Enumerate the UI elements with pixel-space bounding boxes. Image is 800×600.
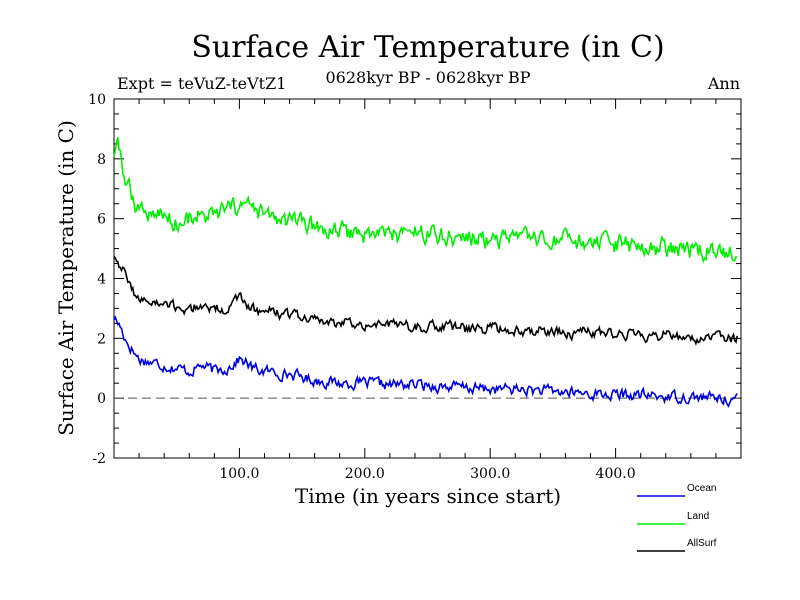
series-line-land xyxy=(113,137,738,264)
x-axis-label: Time (in years since start) xyxy=(295,484,561,508)
x-tick-label: 300.0 xyxy=(470,466,510,482)
period-label: 0628kyr BP - 0628kyr BP xyxy=(326,68,531,87)
series-line-allsurf xyxy=(113,255,738,346)
legend-label-allsurf: AllSurf xyxy=(687,538,717,549)
experiment-label: Expt = teVuZ-teVtZ1 xyxy=(117,74,286,93)
y-tick-label: 10 xyxy=(88,92,106,108)
plot-area: -2 0 2 4 6 8 10 100.0 200.0 300.0 400.0 xyxy=(88,92,742,482)
y-axis-label: Surface Air Temperature (in C) xyxy=(54,120,78,436)
y-tick-label: 0 xyxy=(97,391,106,407)
x-tick-label: 200.0 xyxy=(345,466,385,482)
plot-frame xyxy=(113,98,742,459)
y-tick-label: 6 xyxy=(97,212,106,228)
x-tick-label: 400.0 xyxy=(596,466,636,482)
x-tick-label: 100.0 xyxy=(219,466,259,482)
legend-label-ocean: Ocean xyxy=(687,483,716,494)
y-tick-label: 2 xyxy=(97,331,106,347)
y-tick-label: 4 xyxy=(97,272,106,288)
y-tick-label: -2 xyxy=(92,451,106,467)
legend-label-land: Land xyxy=(687,511,709,522)
season-label: Ann xyxy=(707,74,740,93)
series-line-ocean xyxy=(113,315,738,408)
chart-title: Surface Air Temperature (in C) xyxy=(191,30,664,65)
y-tick-label: 8 xyxy=(97,152,106,168)
legend: Ocean Land AllSurf xyxy=(637,483,717,552)
